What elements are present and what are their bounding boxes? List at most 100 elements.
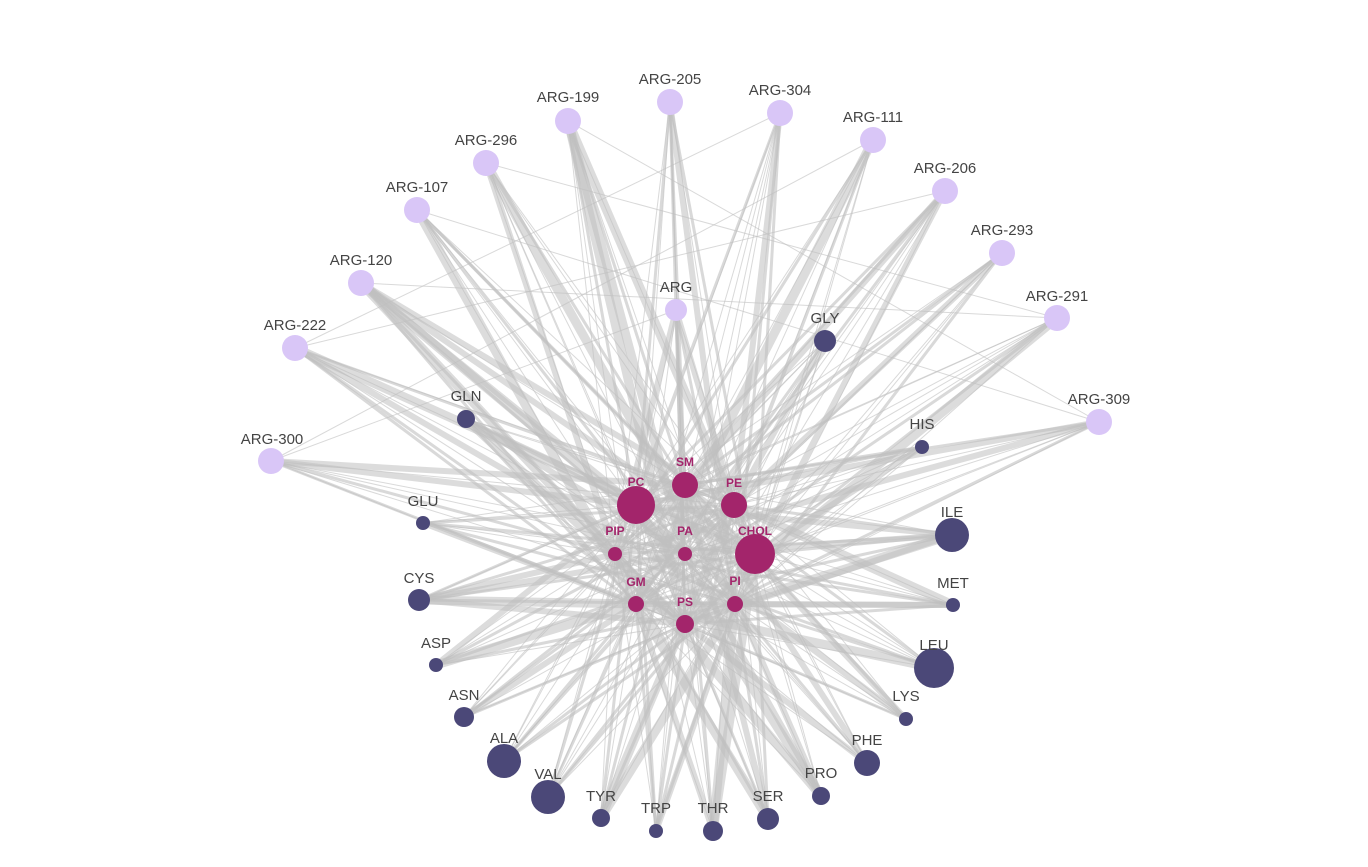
node-arg-222[interactable] — [282, 335, 308, 361]
edge-asn-gm — [461, 601, 639, 720]
edge-his-sm — [683, 445, 924, 487]
edge-cys-pc — [417, 503, 638, 602]
edge-tyr-gm — [600, 603, 637, 819]
node-label-arg-111: ARG-111 — [843, 109, 903, 126]
node-asn[interactable] — [454, 707, 474, 727]
edge-ser-chol — [753, 552, 770, 821]
node-label-pa: PA — [677, 524, 693, 538]
node-gly[interactable] — [814, 330, 836, 352]
node-thr[interactable] — [703, 821, 723, 841]
node-label-arg-206: ARG-206 — [914, 160, 977, 177]
node-leu[interactable] — [914, 648, 954, 688]
edge-asn-pip — [463, 553, 616, 718]
edge-arg-111-chol — [754, 139, 874, 555]
node-arg-107[interactable] — [404, 197, 430, 223]
node-arg-111[interactable] — [860, 127, 886, 153]
node-arg-309[interactable] — [1086, 409, 1112, 435]
label-layer: ARG-205 ARG-304 ARG-199 ARG-111 ARG-296 ARG-2… — [241, 71, 1131, 817]
node-gm[interactable] — [628, 596, 644, 612]
node-label-arg-300: ARG-300 — [241, 431, 304, 448]
node-pi[interactable] — [727, 596, 743, 612]
node-sm[interactable] — [672, 472, 698, 498]
edge-val-pip — [547, 553, 616, 798]
node-cys[interactable] — [408, 589, 430, 611]
edge-thr-pi — [708, 599, 740, 836]
node-asp[interactable] — [429, 658, 443, 672]
edge-thr-ps — [684, 623, 714, 832]
node-label-arg-296: ARG-296 — [455, 132, 518, 149]
edge-arg-300-arg — [270, 309, 677, 462]
node-arg-205[interactable] — [657, 89, 683, 115]
node-label-ps: PS — [677, 595, 693, 609]
node-arg-291[interactable] — [1044, 305, 1070, 331]
edge-pro-pa — [682, 551, 824, 799]
node-label-gln: GLN — [451, 388, 482, 405]
node-val[interactable] — [531, 780, 565, 814]
node-his[interactable] — [915, 440, 929, 454]
node-phe[interactable] — [854, 750, 880, 776]
node-tyr[interactable] — [592, 809, 610, 827]
node-label-arg-291: ARG-291 — [1026, 288, 1089, 305]
node-label-pip: PIP — [605, 524, 624, 538]
edge-met-pe — [729, 500, 958, 610]
edge-tyr-sm — [599, 483, 687, 820]
node-ala[interactable] — [487, 744, 521, 778]
node-arg-296[interactable] — [473, 150, 499, 176]
edge-asp-pa — [435, 553, 686, 666]
edge-trp-ps — [654, 622, 687, 833]
node-label-pro: PRO — [805, 765, 838, 782]
node-pe[interactable] — [721, 492, 747, 518]
edge-ile-chol — [753, 533, 954, 556]
node-arg-120[interactable] — [348, 270, 374, 296]
node-arg-199[interactable] — [555, 108, 581, 134]
node-ile[interactable] — [935, 518, 969, 552]
edge-trp-pip — [614, 553, 657, 832]
node-trp[interactable] — [649, 824, 663, 838]
edge-arg-206-pc — [634, 189, 947, 507]
edge-gly-pe — [731, 338, 828, 508]
edge-arg-291-pc — [635, 317, 1058, 506]
node-label-lys: LYS — [892, 688, 919, 705]
node-pro[interactable] — [812, 787, 830, 805]
node-label-met: MET — [937, 575, 969, 592]
node-label-arg-309: ARG-309 — [1068, 391, 1131, 408]
edge-phe-sm — [682, 482, 870, 766]
node-arg[interactable] — [665, 299, 687, 321]
node-label-arg-304: ARG-304 — [749, 82, 812, 99]
edge-thr-gm — [633, 601, 716, 834]
node-arg-304[interactable] — [767, 100, 793, 126]
edge-arg-300-sm — [268, 458, 688, 488]
node-met[interactable] — [946, 598, 960, 612]
edge-arg-309-pa — [684, 421, 1100, 555]
node-arg-206[interactable] — [932, 178, 958, 204]
node-lys[interactable] — [899, 712, 913, 726]
node-label-pc: PC — [628, 475, 645, 489]
node-label-arg-222: ARG-222 — [264, 317, 327, 334]
edge-arg-293-pc — [635, 252, 1003, 506]
edge-gln-sm — [465, 418, 686, 486]
edge-ala-gm — [502, 602, 638, 763]
edge-arg-206-pe — [733, 190, 946, 506]
node-arg-300[interactable] — [258, 448, 284, 474]
node-arg-293[interactable] — [989, 240, 1015, 266]
edge-ile-pe — [732, 503, 954, 537]
edge-arg-222-arg-206 — [294, 190, 946, 349]
edge-arg-304-arg-222 — [294, 112, 781, 349]
node-layer — [258, 89, 1112, 841]
node-ser[interactable] — [757, 808, 779, 830]
edge-thr-pa — [684, 553, 714, 832]
node-pip[interactable] — [608, 547, 622, 561]
edge-arg-111-arg-300 — [270, 139, 874, 462]
edge-trp-pe — [654, 503, 736, 833]
edge-lys-chol — [753, 552, 908, 721]
node-pc[interactable] — [617, 486, 655, 524]
node-ps[interactable] — [676, 615, 694, 633]
edge-arg-222-pe — [293, 346, 736, 507]
edge-asn-pc — [463, 504, 637, 718]
node-gln[interactable] — [457, 410, 475, 428]
edge-arg-293-sm — [683, 251, 1004, 487]
node-glu[interactable] — [416, 516, 430, 530]
edge-tyr-pc — [599, 503, 638, 820]
node-chol[interactable] — [735, 534, 775, 574]
node-pa[interactable] — [678, 547, 692, 561]
